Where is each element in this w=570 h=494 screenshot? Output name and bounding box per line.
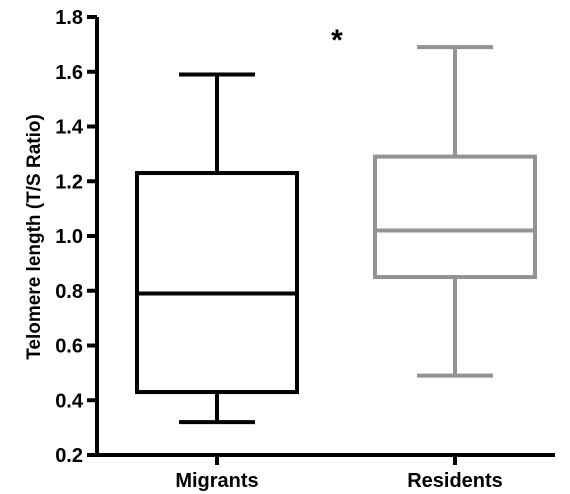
- significance-annotation: *: [331, 24, 343, 57]
- y-tick-label: 1.2: [55, 171, 83, 193]
- x-tick-label: Migrants: [175, 470, 258, 492]
- box-migrants: [135, 72, 299, 425]
- iqr-box: [373, 154, 537, 280]
- y-tick-label: 0.4: [55, 390, 84, 412]
- y-axis: 0.2 0.4 0.6 0.8 1.0 1.2 1.4 1.6 1.8: [55, 7, 99, 467]
- y-tick-label: 0.8: [55, 281, 83, 303]
- iqr-box: [135, 171, 299, 395]
- y-tick-label: 0.6: [55, 336, 83, 358]
- box-residents: [373, 45, 537, 378]
- y-axis-title: Telomere length (T/S Ratio): [24, 114, 45, 360]
- y-tick-label: 0.2: [55, 445, 83, 467]
- x-axis: Migrants Residents: [95, 453, 555, 492]
- y-tick-label: 1.8: [55, 7, 83, 29]
- y-tick-label: 1.0: [55, 226, 83, 248]
- x-tick-label: Residents: [407, 470, 503, 492]
- y-tick-label: 1.6: [55, 62, 83, 84]
- boxes: [135, 45, 537, 425]
- y-tick-label: 1.4: [55, 117, 84, 139]
